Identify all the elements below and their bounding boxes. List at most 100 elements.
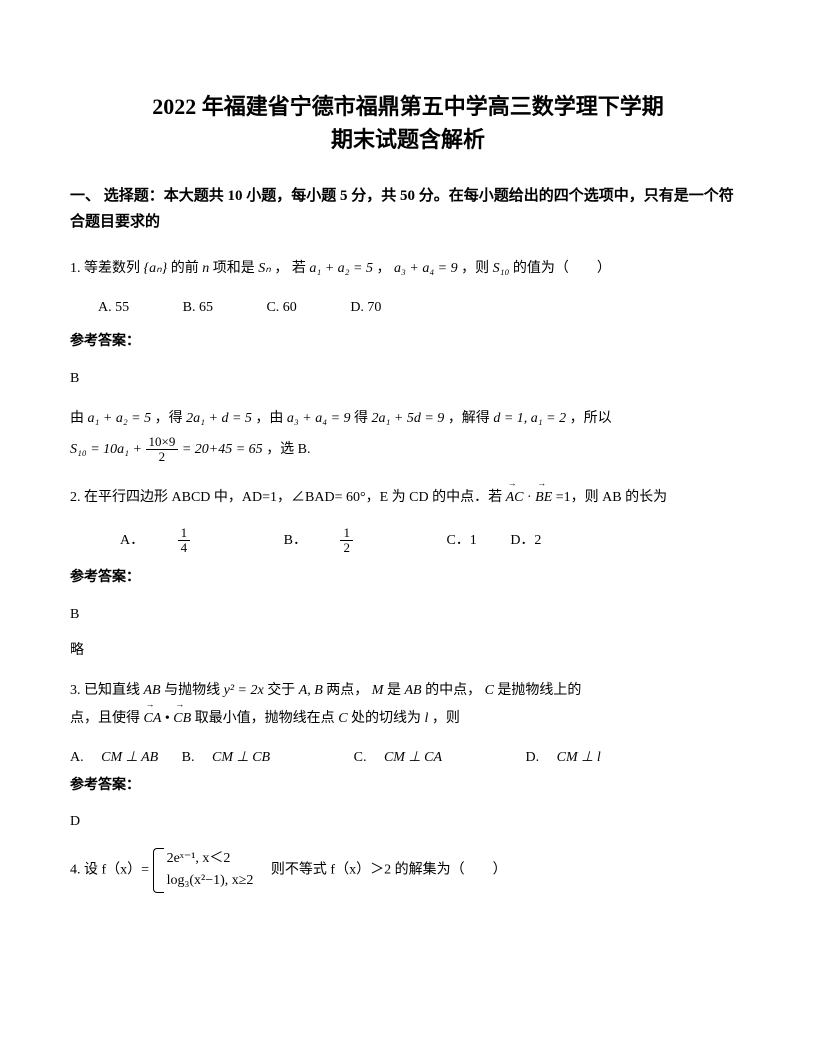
q3-line2: 处的切线为 xyxy=(351,711,425,726)
q3-dot: • xyxy=(165,711,173,726)
q3-answer-label: 参考答案： xyxy=(70,775,746,797)
q3-option-c: CM ⊥ CA xyxy=(384,750,442,765)
q3-text: 是 xyxy=(387,683,405,698)
question-4: 4. 设 f（x）= 2eˣ⁻¹, x＜2 log₃(x²−1), x≥2 则不… xyxy=(70,848,746,893)
page-title: 2022 年福建省宁德市福鼎第五中学高三数学理下学期 期末试题含解析 xyxy=(70,90,746,156)
q1-text: 的值为（ ） xyxy=(513,261,611,276)
q2-opt-a-den: 4 xyxy=(178,541,191,555)
q1-explanation: 由 a₁ + a₂ = 5 ，得 2a₁ + d = 5 ，由 a₃ + a₄ … xyxy=(70,404,746,466)
q2-prefix: 2. 在平行四边形 ABCD 中，AD=1，∠BAD= 60°，E 为 CD 的… xyxy=(70,490,506,505)
q2-vec-ac: AC xyxy=(506,484,524,512)
q1-exp: 得 xyxy=(354,411,372,426)
q3-c2: C xyxy=(338,711,347,726)
question-1: 1. 等差数列 {aₙ} 的前 n 项和是 Sₙ ， 若 a₁ + a₂ = 5… xyxy=(70,255,746,283)
q1-n: n xyxy=(202,261,209,276)
q1-options: A. 55 B. 65 C. 60 D. 70 xyxy=(98,297,746,319)
q1-frac-den: 2 xyxy=(146,450,179,464)
q1-exp-line2-pre: S₁₀ = 10a₁ + xyxy=(70,442,146,457)
q3-opt-b-label: B. xyxy=(182,750,209,765)
q4-case2: log₃(x²−1), x≥2 xyxy=(167,870,254,892)
q1-exp-line2-post: = 20+45 = 65 xyxy=(182,442,263,457)
q2-answer-label: 参考答案： xyxy=(70,567,746,589)
q1-exp-eq: d = 1, a₁ = 2 xyxy=(493,411,566,426)
q1-s10: S₁₀ xyxy=(493,261,510,276)
q2-opt-b-num: 1 xyxy=(340,526,353,541)
q3-options: A. CM ⊥ AB B. CM ⊥ CB C. CM ⊥ CA D. CM ⊥… xyxy=(70,747,746,769)
q3-l: l xyxy=(425,711,429,726)
q3-ab2: AB xyxy=(404,683,421,698)
q3-text: 的中点， xyxy=(425,683,481,698)
title-line-2: 期末试题含解析 xyxy=(331,127,485,152)
title-line-1: 2022 年福建省宁德市福鼎第五中学高三数学理下学期 xyxy=(152,94,664,119)
q3-answer: D xyxy=(70,811,746,833)
q1-exp: ，选 B. xyxy=(266,442,310,457)
q1-text: ， xyxy=(377,261,395,276)
q1-option-c: C. 60 xyxy=(266,297,296,319)
q1-text-prefix: 1. 等差数列 xyxy=(70,261,144,276)
q3-option-a: CM ⊥ AB xyxy=(101,750,158,765)
q2-mid: =1，则 AB 的长为 xyxy=(556,490,667,505)
q3-prefix: 3. 已知直线 xyxy=(70,683,144,698)
q4-case1: 2eˣ⁻¹, x＜2 xyxy=(167,848,254,870)
q3-line2: 取最小值，抛物线在点 xyxy=(195,711,339,726)
q4-suffix: 则不等式 f（x）＞2 的解集为（ ） xyxy=(257,862,507,877)
q1-sn: Sₙ xyxy=(258,261,271,276)
q3-vec-cb: CB xyxy=(173,705,191,733)
q1-exp: ，得 xyxy=(155,411,187,426)
q3-line2: ，则 xyxy=(432,711,460,726)
q1-sequence: {aₙ} xyxy=(144,261,168,276)
q2-opt-a-num: 1 xyxy=(178,526,191,541)
q1-exp: 由 xyxy=(70,411,88,426)
q1-exp-eq: 2a₁ + 5d = 9 xyxy=(372,411,445,426)
q1-option-b: B. 65 xyxy=(183,297,213,319)
q3-option-d: CM ⊥ l xyxy=(557,750,601,765)
q1-exp-eq: a₃ + a₄ = 9 xyxy=(287,411,351,426)
q1-answer: B xyxy=(70,368,746,390)
q3-parabola: y² = 2x xyxy=(224,683,264,698)
q2-option-c: C．1 xyxy=(446,530,476,552)
q3-text: 交于 xyxy=(267,683,299,698)
question-2: 2. 在平行四边形 ABCD 中，AD=1，∠BAD= 60°，E 为 CD 的… xyxy=(70,484,746,512)
q1-frac-num: 10×9 xyxy=(146,435,179,450)
q1-text: ，则 xyxy=(461,261,493,276)
q2-option-a: A． 1 4 xyxy=(120,526,250,556)
q1-fraction: 10×9 2 xyxy=(146,435,179,465)
q3-opt-d-label: D. xyxy=(526,750,554,765)
q3-opt-a-label: A. xyxy=(70,750,98,765)
q1-option-a: A. 55 xyxy=(98,297,129,319)
q2-explanation: 略 xyxy=(70,640,746,662)
q3-m: M xyxy=(372,683,384,698)
q2-opt-b-den: 2 xyxy=(340,541,353,555)
q3-vec-ca: CA xyxy=(144,705,162,733)
q1-answer-label: 参考答案： xyxy=(70,331,746,353)
q1-text: ， 若 xyxy=(274,261,309,276)
q3-c: C xyxy=(485,683,494,698)
q1-exp: ，解得 xyxy=(448,411,494,426)
q1-text: 的前 xyxy=(171,261,203,276)
q4-piecewise: 2eˣ⁻¹, x＜2 log₃(x²−1), x≥2 xyxy=(153,848,254,893)
q2-opt-a-frac: 1 4 xyxy=(178,526,221,556)
q1-option-d: D. 70 xyxy=(350,297,381,319)
q3-line2: 点，且使得 xyxy=(70,711,144,726)
q2-options: A． 1 4 B． 1 2 C．1 D．2 xyxy=(120,526,746,556)
q2-dot: · xyxy=(527,490,535,505)
q3-text: 与抛物线 xyxy=(164,683,224,698)
q1-exp-eq: a₁ + a₂ = 5 xyxy=(88,411,152,426)
q1-exp: ，所以 xyxy=(570,411,612,426)
q2-opt-b-frac: 1 2 xyxy=(340,526,383,556)
q2-opt-a-label: A． xyxy=(120,530,144,552)
q1-exp-eq: 2a₁ + d = 5 xyxy=(186,411,252,426)
q1-exp: ，由 xyxy=(255,411,287,426)
question-3: 3. 已知直线 AB 与抛物线 y² = 2x 交于 A, B 两点， M 是 … xyxy=(70,677,746,733)
q3-text: 是抛物线上的 xyxy=(497,683,581,698)
q4-prefix: 4. 设 f（x）= xyxy=(70,862,153,877)
q2-answer: B xyxy=(70,604,746,626)
section-heading: 一、 选择题：本大题共 10 小题，每小题 5 分，共 50 分。在每小题给出的… xyxy=(70,184,746,235)
q2-option-b: B． 1 2 xyxy=(284,526,413,556)
q1-text: 项和是 xyxy=(213,261,259,276)
q3-text: 两点， xyxy=(326,683,368,698)
q2-opt-b-label: B． xyxy=(284,530,307,552)
q2-vec-be: BE xyxy=(535,484,552,512)
q3-option-b: CM ⊥ CB xyxy=(212,750,270,765)
q2-option-d: D．2 xyxy=(510,530,541,552)
